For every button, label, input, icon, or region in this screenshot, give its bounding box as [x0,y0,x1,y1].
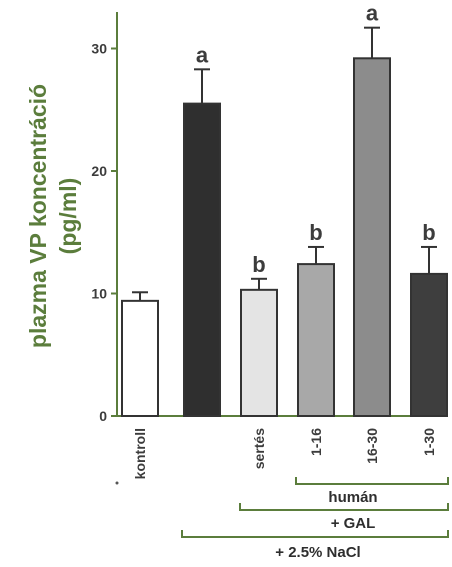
bracket-nacl [181,530,449,538]
significance-label: a [366,1,379,26]
category-label: sertés [251,428,267,469]
significance-label: b [309,220,322,245]
significance-label: b [252,252,265,277]
y-tick-label: 10 [91,286,107,302]
category-label: 1-16 [308,428,324,456]
y-ticks: 0 10 20 30 [91,41,117,424]
bar [183,102,221,417]
bar [297,263,335,417]
y-tick-label: 0 [99,408,107,424]
significance-label: b [422,220,435,245]
y-axis-title: plazma VP koncentráció (pg/ml) [25,84,81,348]
group-brackets: humán + GAL + 2.5% NaCl [181,477,449,561]
bars [121,57,448,418]
group-label-nacl: + 2.5% NaCl [275,544,360,561]
y-axis-label-line1: plazma VP koncentráció [25,84,51,348]
group-label-human: humán [328,489,377,506]
bar [121,299,159,418]
category-labels: kontroll sertés 1-16 16-30 1-30 [132,428,437,480]
bar [353,57,391,418]
y-axis-label-line2: (pg/ml) [55,178,81,255]
category-label: 16-30 [364,428,380,464]
category-label: 1-30 [421,428,437,456]
bar [410,272,448,417]
significance-label: a [196,42,209,67]
significance-labels: a b b a b [196,1,436,277]
bracket-gal [239,503,449,511]
group-label-gal: + GAL [331,515,376,532]
error-bars [132,26,437,301]
bar [240,288,278,418]
bracket-human [295,477,449,485]
axes [116,12,448,417]
y-tick-label: 30 [91,41,107,57]
y-tick-label: 20 [91,163,107,179]
dot-mark [115,481,119,485]
category-label: kontroll [132,428,148,479]
